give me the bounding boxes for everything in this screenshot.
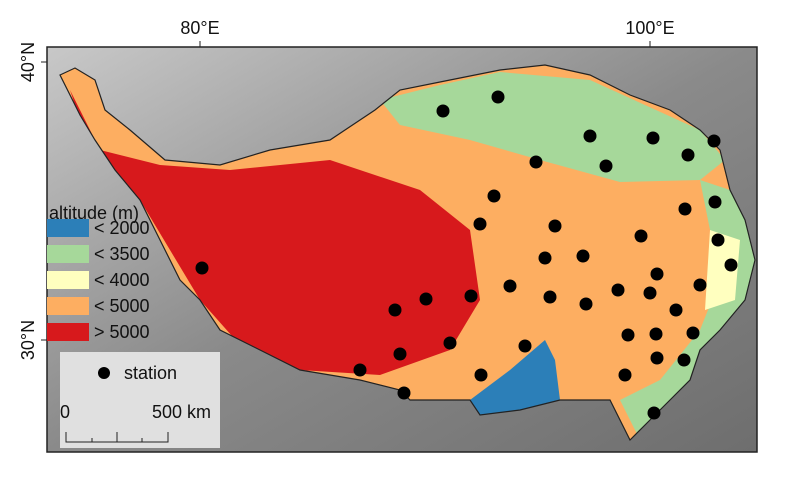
station — [353, 363, 367, 377]
legend-title: altitude (m) — [49, 203, 139, 223]
legend-swatch — [47, 271, 89, 289]
station — [393, 347, 407, 361]
station — [397, 386, 411, 400]
station — [443, 336, 457, 350]
legend-label: < 4000 — [94, 270, 150, 290]
lon-label: 80°E — [180, 18, 219, 38]
legend-label: < 2000 — [94, 218, 150, 238]
station — [543, 290, 557, 304]
station — [474, 368, 488, 382]
station — [583, 129, 597, 143]
station — [436, 104, 450, 118]
lat-label: 30°N — [18, 320, 38, 360]
station — [464, 289, 478, 303]
station — [634, 229, 648, 243]
station — [473, 217, 487, 231]
station — [650, 351, 664, 365]
station — [491, 90, 505, 104]
scale-label: 500 km — [152, 402, 211, 422]
station — [548, 219, 562, 233]
station — [647, 406, 661, 420]
station — [669, 303, 683, 317]
legend-label: < 3500 — [94, 244, 150, 264]
station — [503, 279, 517, 293]
legend-label: < 5000 — [94, 296, 150, 316]
altitude-zone — [705, 230, 740, 310]
stations — [195, 90, 738, 420]
scale-label: 0 — [60, 402, 70, 422]
station — [650, 267, 664, 281]
station — [711, 233, 725, 247]
station — [646, 131, 660, 145]
station — [708, 195, 722, 209]
station — [649, 327, 663, 341]
station — [599, 159, 613, 173]
lon-label: 100°E — [625, 18, 674, 38]
legend-swatch — [47, 323, 89, 341]
legend-swatch — [47, 297, 89, 315]
station — [724, 258, 738, 272]
inset-box — [60, 352, 220, 448]
station-label: station — [124, 363, 177, 383]
station — [678, 202, 692, 216]
station — [576, 249, 590, 263]
station — [693, 278, 707, 292]
station — [538, 251, 552, 265]
station — [419, 292, 433, 306]
altitude-zone — [470, 340, 560, 418]
station — [621, 328, 635, 342]
altitude-zone — [380, 72, 725, 182]
station — [388, 303, 402, 317]
station — [681, 148, 695, 162]
station — [643, 286, 657, 300]
station — [677, 353, 691, 367]
station — [195, 261, 209, 275]
station-symbol — [98, 367, 110, 379]
legend-label: > 5000 — [94, 322, 150, 342]
legend-swatch — [47, 245, 89, 263]
station — [611, 283, 625, 297]
legend-swatch — [47, 219, 89, 237]
lat-label: 40°N — [18, 42, 38, 82]
station — [618, 368, 632, 382]
station — [518, 339, 532, 353]
station — [686, 326, 700, 340]
legend: altitude (m) < 2000 < 3500 < 4000 < 5000 > 5… — [47, 203, 150, 342]
station — [487, 189, 501, 203]
altitude-zone — [70, 90, 480, 375]
station — [579, 297, 593, 311]
station — [707, 134, 721, 148]
station — [529, 155, 543, 169]
